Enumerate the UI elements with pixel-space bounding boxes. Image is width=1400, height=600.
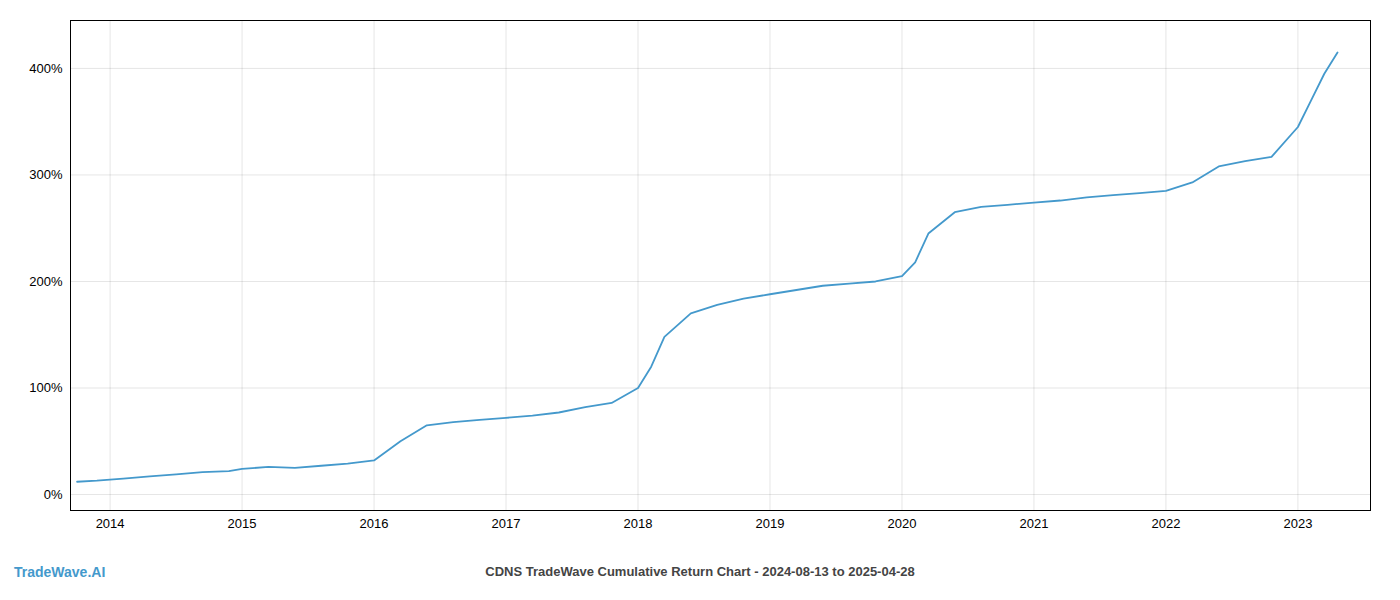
svg-text:400%: 400% <box>29 61 63 76</box>
svg-text:2018: 2018 <box>624 516 653 531</box>
svg-text:100%: 100% <box>29 380 63 395</box>
svg-text:300%: 300% <box>29 167 63 182</box>
svg-text:2019: 2019 <box>756 516 785 531</box>
svg-text:2021: 2021 <box>1019 516 1048 531</box>
svg-text:2022: 2022 <box>1151 516 1180 531</box>
svg-text:2016: 2016 <box>360 516 389 531</box>
svg-text:200%: 200% <box>29 274 63 289</box>
svg-text:2017: 2017 <box>492 516 521 531</box>
svg-text:0%: 0% <box>44 487 63 502</box>
svg-text:2014: 2014 <box>96 516 125 531</box>
html-text:CDNS TradeWave Cumulative Retu: CDNS TradeWave Cumulative Return Chart -… <box>485 564 915 579</box>
html-text:TradeWave.AI: TradeWave.AI <box>14 564 106 580</box>
svg-text:2020: 2020 <box>888 516 917 531</box>
svg-text:2015: 2015 <box>228 516 257 531</box>
svg-text:2023: 2023 <box>1283 516 1312 531</box>
